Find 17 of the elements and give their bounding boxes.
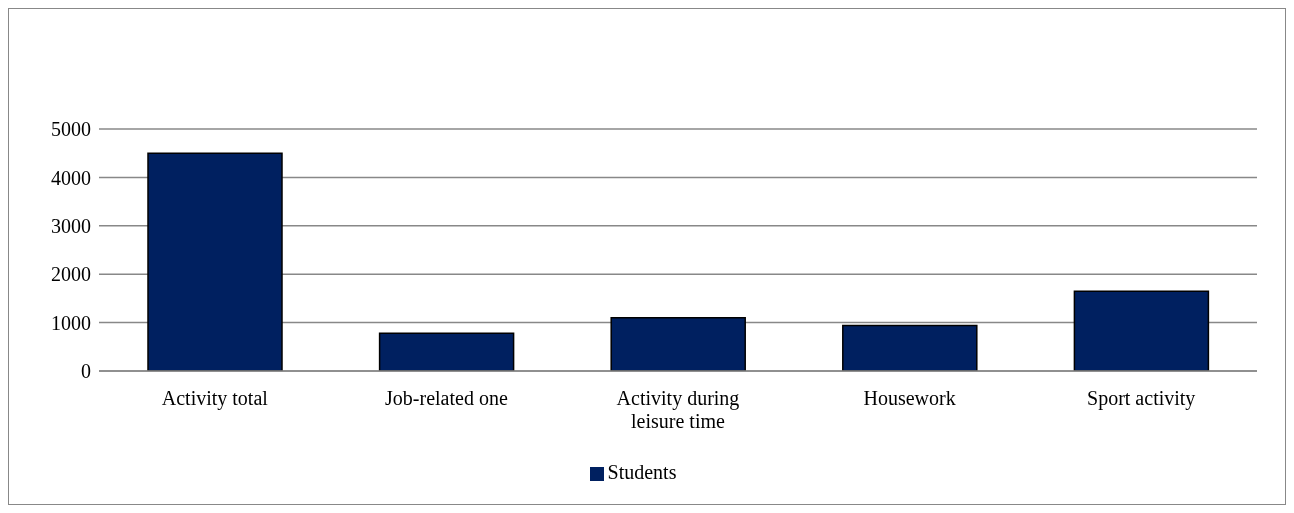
y-tick-label: 3000 [51,214,91,237]
legend-label: Students [607,461,677,483]
y-tick-label: 5000 [51,118,91,141]
x-tick-label: Sport activity [1087,387,1196,410]
y-tick-label: 1000 [51,311,91,334]
bar [147,152,283,371]
x-tick-label: Activity total [161,387,269,410]
x-tick-label: Activity during leisure time [616,387,740,432]
bar [1073,290,1210,371]
x-tick-label: Job-related one [385,387,508,409]
bar [842,324,978,371]
y-tick-label: 0 [81,360,91,383]
x-tick-label: Housework [863,387,956,409]
bar [610,317,746,371]
y-tick-label: 2000 [51,263,91,286]
bar [378,332,515,371]
y-tick-label: 4000 [51,166,91,189]
